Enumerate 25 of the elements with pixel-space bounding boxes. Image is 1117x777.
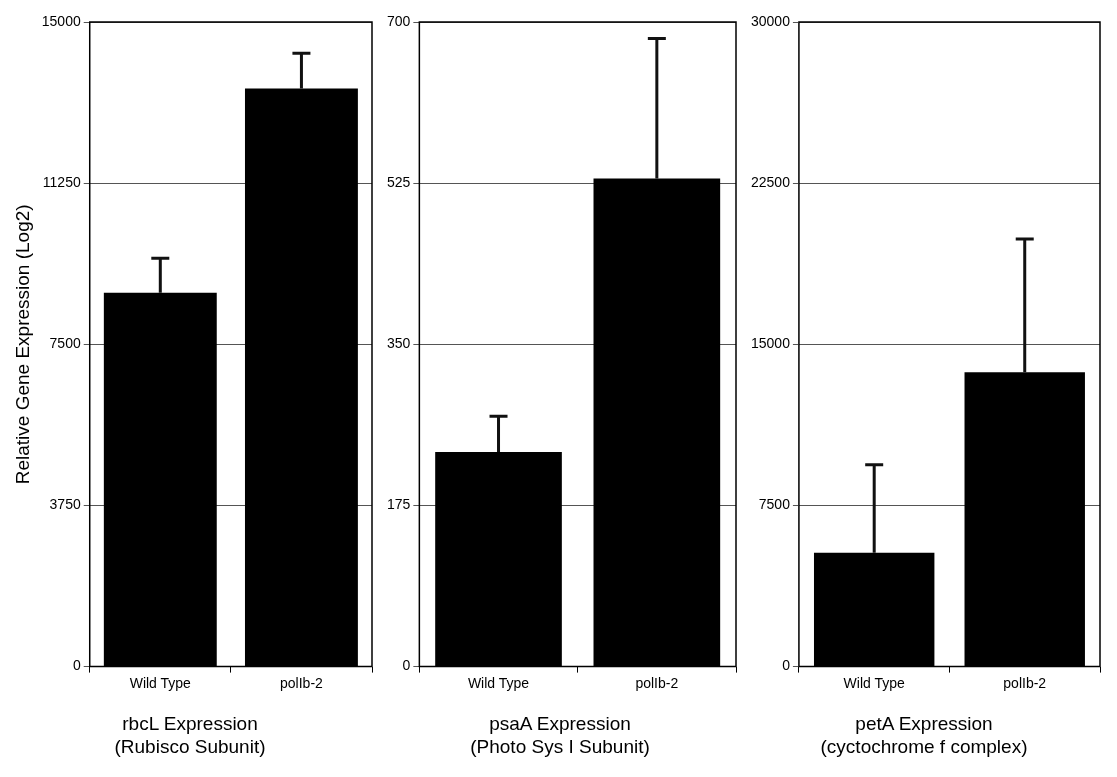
x-tick-label: polIb-2 [1003,674,1047,691]
y-tick-label: 22500 [750,174,791,191]
x-tick-label: Wild Type [843,674,906,691]
text: petA Expression (cyctochrome f complex) [820,713,1028,757]
y-tick-label: 175 [387,496,411,513]
y-tick-label: 0 [782,657,791,674]
y-tick-label: 7500 [49,335,81,352]
y-tick-label: 11250 [42,174,81,191]
y-tick-label: 0 [72,657,81,674]
y-tick-label: 15000 [41,12,81,29]
y-tick-label: 3750 [49,496,81,513]
y-tick-label: 15000 [750,335,791,352]
y-tick-label: 350 [387,335,411,352]
text: rbcL Expression (Rubisco Subunit) [114,713,266,757]
y-tick-label: 7500 [758,496,791,513]
y-tick-label: 700 [387,12,411,29]
x-tick-label: polIb-2 [280,674,324,691]
text: psaA Expression (Photo Sys I Subunit) [470,713,650,757]
x-tick-label: Wild Type [129,674,192,691]
x-tick-label: Wild Type [467,674,530,691]
y-axis-title: Relative Gene Expression (Log2) [11,204,33,485]
x-tick-label: polIb-2 [635,674,679,691]
y-tick-label: 30000 [750,12,791,29]
y-tick-label: 525 [387,174,411,191]
y-tick-label: 0 [402,657,411,674]
